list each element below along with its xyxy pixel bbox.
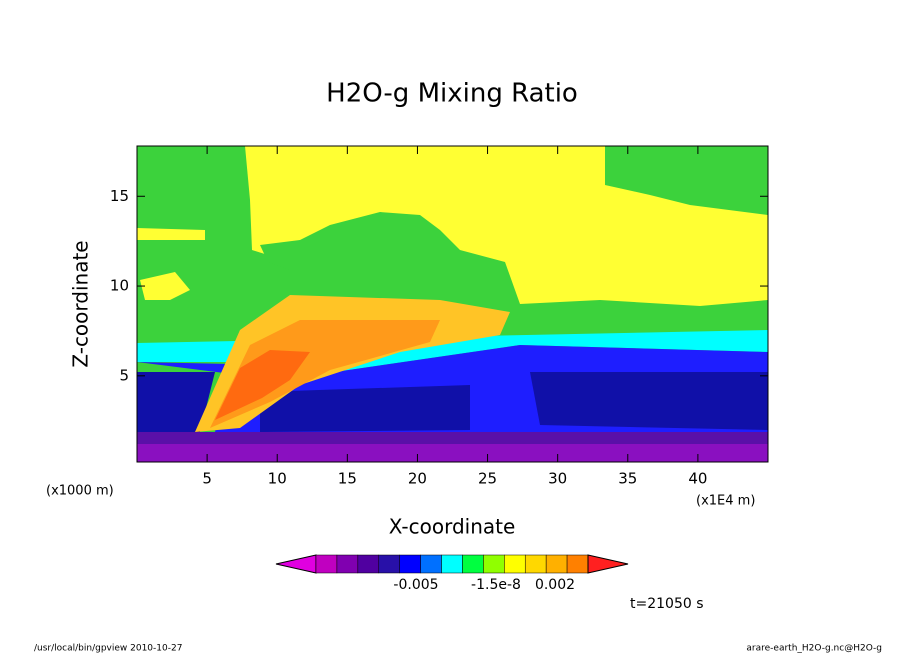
y-unit: (x1000 m) [46, 484, 114, 499]
y-tick-label: 10 [110, 277, 129, 295]
y-tick-label: 15 [110, 187, 129, 205]
footer-right: arare-earth_H2O-g.nc@H2O-g [746, 644, 882, 654]
y-axis-label: Z-coordinate [69, 240, 93, 367]
x-tick-label: 10 [268, 470, 287, 488]
x-axis-label: X-coordinate [389, 515, 516, 539]
x-tick-label: 30 [548, 470, 567, 488]
chart-title: H2O-g Mixing Ratio [326, 79, 578, 109]
colorbar-label: -1.5e-8 [471, 577, 521, 593]
plot-frame [136, 145, 769, 463]
colorbar-swatch [315, 554, 338, 574]
colorbar-swatch [483, 554, 505, 574]
colorbar-swatch [378, 554, 400, 574]
x-tick-label: 40 [688, 470, 707, 488]
colorbar-swatch [336, 554, 359, 574]
colorbar-swatch [566, 554, 589, 574]
colorbar-swatch [420, 554, 442, 574]
colorbar-label: -0.005 [393, 577, 438, 593]
x-tick-label: 25 [478, 470, 497, 488]
colorbar-swatch [545, 554, 568, 574]
colorbar-swatch [504, 554, 526, 574]
colorbar-swatch [399, 554, 421, 574]
x-unit: (x1E4 m) [696, 494, 755, 509]
x-tick-label: 20 [408, 470, 427, 488]
colorbar-end [275, 554, 317, 574]
contour-field [137, 146, 768, 462]
footer-left: /usr/local/bin/gpview 2010-10-27 [34, 644, 182, 654]
y-tick-label: 5 [119, 366, 129, 384]
colorbar-swatch [441, 554, 463, 574]
colorbar-label: 0.002 [535, 577, 575, 593]
x-tick-label: 5 [202, 470, 212, 488]
x-tick-label: 15 [338, 470, 357, 488]
colorbar-swatch [357, 554, 380, 574]
x-tick-label: 35 [618, 470, 637, 488]
colorbar-swatch [524, 554, 547, 574]
colorbar-swatch [462, 554, 484, 574]
colorbar-end [587, 554, 629, 574]
time-label: t=21050 s [630, 596, 704, 612]
